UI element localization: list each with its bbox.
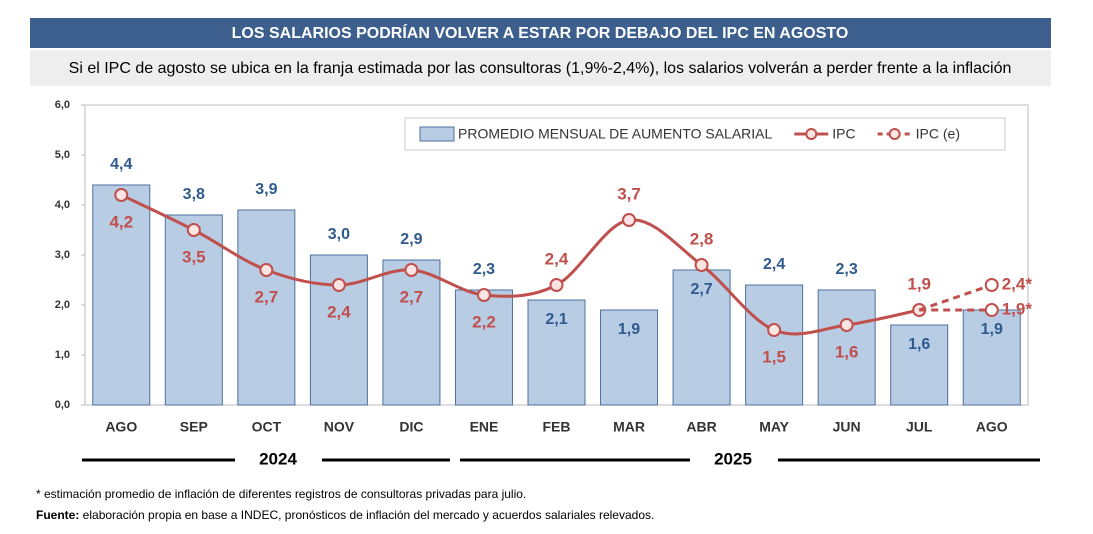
chart-title: LOS SALARIOS PODRÍAN VOLVER A ESTAR POR … [232,23,849,42]
source: Fuente: elaboración propia en base a IND… [36,508,654,522]
bar [382,259,441,406]
footnote: * estimación promedio de inflación de di… [36,487,526,501]
ipc-estimate-marker [984,278,999,292]
ipc-value-label: 2,4 [327,302,351,321]
bar [92,184,151,406]
bar-value-label: 2,3 [473,261,495,278]
bar [745,284,804,406]
bar [527,299,586,406]
x-tick-label: AGO [105,419,137,435]
ipc-marker [622,213,637,227]
ipc-value-label: 1,5 [762,347,786,366]
ipc-marker [404,263,419,277]
source-label: Fuente: [36,508,79,522]
bar [237,209,296,406]
ipc-value-label: 2,4 [545,249,569,268]
x-tick-label: MAY [759,419,789,435]
chart-subtitle: Si el IPC de agosto se ubica en la franj… [69,60,1012,77]
bar [600,309,659,406]
ipc-marker [839,318,854,332]
ipc-estimate-label: 1,9* [1002,299,1033,318]
bar [672,269,731,406]
ipc-marker [694,258,709,272]
year-label: 2025 [714,449,752,468]
ipc-marker [767,323,782,337]
bar-value-label: 3,8 [183,186,205,203]
ipc-value-label: 3,7 [617,184,641,203]
bar-value-label: 2,4 [763,256,785,273]
year-label: 2024 [259,449,297,468]
x-tick-label: OCT [252,419,282,435]
legend-marker [805,128,818,140]
bar-value-label: 3,0 [328,226,350,243]
legend-marker [888,128,901,140]
bar-value-label: 2,7 [690,281,712,298]
ipc-value-label: 3,5 [182,247,206,266]
y-tick-label: 6,0 [55,99,70,111]
bar-value-label: 2,1 [545,311,567,328]
ipc-estimate-line [918,283,993,312]
x-tick-label: ENE [470,419,499,435]
x-tick-label: JUN [833,419,861,435]
ipc-value-label: 4,2 [109,212,133,231]
x-tick-label: DIC [399,419,423,435]
ipc-value-label: 1,9 [907,274,931,293]
ipc-marker [549,278,564,292]
source-text: elaboración propia en base a INDEC, pron… [79,508,654,522]
ipc-value-label: 2,7 [400,287,424,306]
x-tick-label: NOV [324,419,355,435]
ipc-value-label: 2,8 [690,229,714,248]
x-tick-label: AGO [976,419,1008,435]
bar [817,289,876,406]
bar [890,324,949,406]
bar-value-label: 2,9 [400,231,422,248]
legend-swatch [419,126,455,142]
ipc-value-label: 1,6 [835,342,859,361]
x-tick-label: ABR [686,419,716,435]
bar-value-label: 1,9 [618,321,640,338]
ipc-marker [331,278,346,292]
ipc-value-label: 2,7 [255,287,279,306]
bar [164,214,223,406]
x-tick-label: MAR [613,419,645,435]
ipc-marker [186,223,201,237]
x-tick-label: FEB [543,419,571,435]
bar [962,309,1021,406]
title-banner [30,18,1051,48]
bar-value-label: 1,9 [981,321,1003,338]
ipc-value-label: 2,2 [472,312,496,331]
y-tick-label: 0,0 [55,399,70,411]
x-tick-label: JUL [906,419,933,435]
ipc-marker [476,288,491,302]
ipc-marker [259,263,274,277]
bar [309,254,368,406]
bar-value-label: 4,4 [110,156,132,173]
bar-value-label: 1,6 [908,336,930,353]
bar-value-label: 2,3 [836,261,858,278]
bar [454,289,513,406]
y-tick-label: 2,0 [55,299,70,311]
y-tick-label: 1,0 [55,349,70,361]
legend-label: IPC [832,126,855,142]
y-tick-label: 4,0 [55,199,70,211]
subtitle-band [30,50,1051,86]
legend-label: PROMEDIO MENSUAL DE AUMENTO SALARIAL [458,126,773,142]
legend-label: IPC (e) [916,126,960,142]
x-tick-label: SEP [180,419,208,435]
ipc-marker [114,188,129,202]
bar-value-label: 3,9 [255,181,277,198]
ipc-estimate-marker [984,303,999,317]
ipc-estimate-label: 2,4* [1002,274,1033,293]
y-tick-label: 3,0 [55,249,70,261]
y-tick-label: 5,0 [55,149,70,161]
